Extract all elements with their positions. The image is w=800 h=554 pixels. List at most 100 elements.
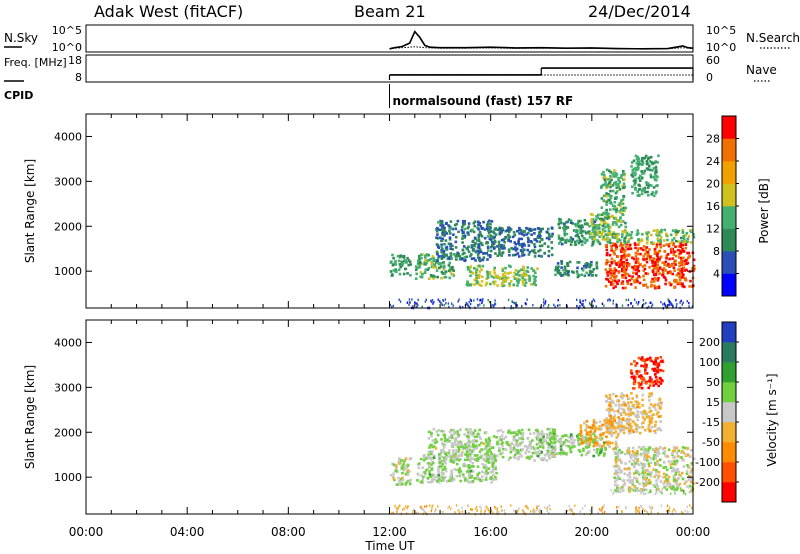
velocity-cell bbox=[403, 459, 406, 462]
velocity-cell bbox=[552, 450, 556, 454]
velocity-cell bbox=[421, 477, 425, 481]
velocity-cell bbox=[423, 509, 425, 512]
velocity-cell bbox=[620, 424, 623, 427]
power-cell bbox=[454, 227, 458, 231]
power-cell bbox=[490, 249, 493, 253]
velocity-cell bbox=[471, 434, 474, 437]
power-cell bbox=[493, 231, 496, 235]
velocity-cell bbox=[672, 467, 675, 470]
power-cell bbox=[668, 264, 672, 268]
power-cell bbox=[557, 299, 559, 302]
velocity-cell bbox=[600, 450, 603, 453]
power-cell bbox=[636, 249, 639, 253]
power-cell bbox=[457, 230, 460, 234]
velocity-cell bbox=[531, 439, 534, 442]
velocity-cell bbox=[618, 419, 621, 422]
velocity-cell bbox=[685, 470, 689, 473]
velocity-cell bbox=[392, 475, 395, 478]
power-cell bbox=[526, 236, 530, 240]
velocity-cell bbox=[625, 426, 629, 430]
power-cell bbox=[567, 218, 571, 221]
power-cell bbox=[683, 259, 687, 263]
power-cell bbox=[397, 268, 401, 272]
power-cell bbox=[634, 264, 638, 268]
velocity-cell bbox=[623, 482, 627, 486]
power-cell bbox=[678, 273, 682, 277]
velocity-cell bbox=[627, 450, 631, 454]
velocity-colorbar-label: Velocity [m s⁻¹] bbox=[765, 373, 779, 466]
power-colorbar-segment bbox=[722, 273, 736, 297]
power-cell bbox=[609, 189, 612, 193]
velocity-cell bbox=[579, 424, 583, 427]
velocity-cell bbox=[403, 507, 405, 510]
power-cell bbox=[612, 207, 615, 211]
power-cell bbox=[563, 268, 567, 272]
velocity-cell bbox=[628, 428, 631, 431]
velocity-cell bbox=[657, 402, 660, 405]
velocity-cell bbox=[440, 429, 443, 433]
velocity-cell bbox=[668, 509, 670, 513]
power-cell bbox=[449, 242, 453, 246]
velocity-cell bbox=[498, 439, 501, 442]
power-cell bbox=[663, 250, 666, 253]
velocity-cell bbox=[398, 504, 400, 508]
velocity-cell bbox=[450, 469, 453, 472]
velocity-cell bbox=[663, 486, 666, 489]
velocity-colorbar-frame bbox=[721, 321, 737, 503]
velocity-cell bbox=[449, 475, 453, 478]
power-cell bbox=[646, 250, 650, 254]
velocity-cell bbox=[476, 457, 480, 460]
velocity-cell bbox=[437, 480, 441, 484]
velocity-cell bbox=[549, 438, 552, 441]
power-cell bbox=[596, 239, 599, 242]
power-cell bbox=[543, 298, 545, 301]
velocity-cell bbox=[476, 505, 478, 509]
power-cell bbox=[576, 233, 580, 236]
power-cell bbox=[450, 267, 454, 271]
power-cell bbox=[416, 259, 420, 263]
velocity-cell bbox=[488, 442, 491, 446]
velocity-cell bbox=[537, 438, 540, 442]
power-cell bbox=[644, 283, 648, 286]
power-cell bbox=[545, 230, 549, 234]
power-cell bbox=[675, 305, 678, 308]
power-cell bbox=[607, 229, 611, 233]
velocity-cell bbox=[632, 459, 635, 463]
power-cell bbox=[580, 267, 584, 270]
power-cell bbox=[620, 248, 623, 251]
power-cell bbox=[477, 238, 481, 242]
velocity-cell bbox=[598, 443, 602, 447]
velocity-cell bbox=[551, 428, 555, 431]
power-cell bbox=[615, 306, 617, 309]
velocity-cell bbox=[459, 479, 462, 483]
power-cell bbox=[520, 268, 523, 271]
velocity-cell bbox=[452, 449, 455, 452]
power-cell bbox=[500, 283, 504, 286]
power-cell bbox=[640, 192, 644, 196]
velocity-cell bbox=[501, 441, 504, 444]
velocity-cell bbox=[448, 479, 452, 482]
velocity-cell bbox=[492, 511, 494, 514]
velocity-cell bbox=[468, 453, 472, 457]
power-cell bbox=[463, 234, 467, 237]
velocity-cell bbox=[428, 430, 431, 434]
velocity-cell bbox=[616, 484, 619, 487]
velocity-cell bbox=[665, 473, 668, 477]
power-cell bbox=[649, 258, 652, 261]
velocity-cell bbox=[577, 441, 580, 444]
velocity-cell bbox=[658, 452, 661, 455]
power-cell bbox=[623, 269, 626, 272]
power-cell bbox=[622, 182, 626, 185]
velocity-cell bbox=[657, 368, 660, 372]
power-cell bbox=[469, 265, 473, 268]
power-cell bbox=[525, 274, 528, 277]
power-cell bbox=[467, 222, 471, 225]
velocity-cell bbox=[646, 481, 650, 485]
velocity-cell bbox=[686, 464, 689, 467]
velocity-cell bbox=[610, 434, 614, 438]
velocity-cell bbox=[681, 489, 685, 493]
velocity-cell bbox=[644, 492, 647, 496]
power-cell bbox=[463, 227, 467, 231]
power-cell bbox=[477, 223, 480, 226]
velocity-cell bbox=[605, 400, 608, 403]
